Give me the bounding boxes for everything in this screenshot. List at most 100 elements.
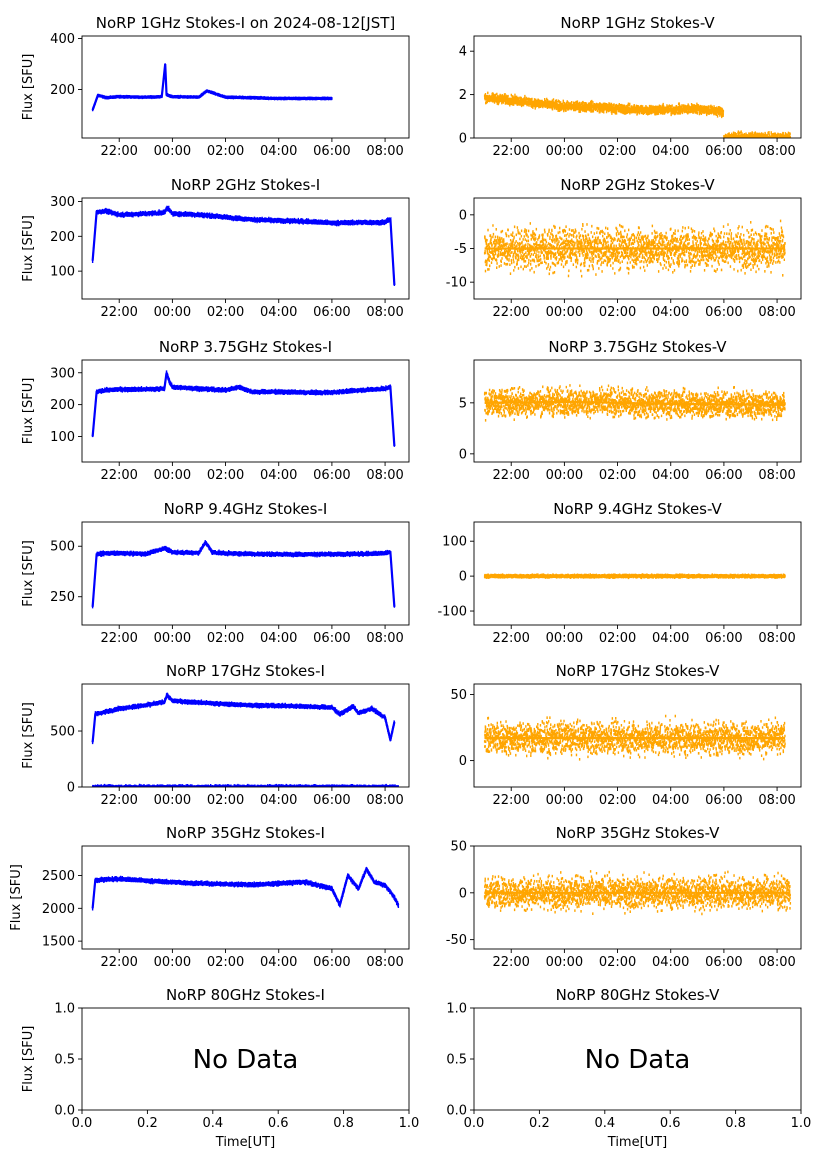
- axes-frame: [81, 359, 410, 463]
- subplot-title: NoRP 3.75GHz Stokes-V: [548, 338, 727, 356]
- y-axis-label: Flux [SFU]: [9, 864, 24, 931]
- y-tick-label: 4: [459, 45, 467, 60]
- y-tick-label: 100: [50, 430, 75, 445]
- y-tick-label: 500: [50, 540, 75, 555]
- subplot-title: NoRP 17GHz Stokes-V: [556, 662, 721, 680]
- subplot-6: 22:00 00:00 02:00 04:00 06:00 08:00 0 5 NoRP 3.7…: [459, 338, 802, 483]
- x-tick-label: 22:00: [492, 955, 529, 970]
- x-tick-label: 22:00: [492, 793, 529, 808]
- x-tick-label: 06:00: [313, 144, 350, 159]
- subplot-title: NoRP 35GHz Stokes-I: [166, 824, 325, 842]
- x-tick-label: 02:00: [599, 955, 636, 970]
- x-tick-label: 04:00: [260, 305, 297, 320]
- subplot-title: NoRP 1GHz Stokes-I on 2024-08-12[JST]: [96, 14, 396, 32]
- subplot-title: NoRP 35GHz Stokes-V: [556, 824, 721, 842]
- subplot-12: 22:00 00:00 02:00 04:00 06:00 08:00 -50 0 50 NoRP…: [446, 824, 802, 970]
- x-tick-label: 02:00: [599, 631, 636, 646]
- x-tick-label: 02:00: [599, 144, 636, 159]
- data-series: [91, 866, 400, 911]
- y-axis-label: Flux [SFU]: [21, 378, 36, 445]
- x-tick-label: 04:00: [260, 955, 297, 970]
- x-tick-label: 02:00: [599, 305, 636, 320]
- x-tick-label: 1.0: [791, 1116, 812, 1131]
- series-line-1: [484, 400, 786, 406]
- x-tick-label: 08:00: [758, 305, 795, 320]
- x-tick-label: 08:00: [758, 631, 795, 646]
- y-tick-label: -100: [437, 605, 467, 620]
- x-tick-label: 00:00: [546, 305, 583, 320]
- x-tick-label: 04:00: [260, 793, 297, 808]
- series-line-1: [91, 540, 396, 607]
- x-tick-label: 06:00: [705, 955, 742, 970]
- series-line-1: [91, 372, 396, 447]
- data-series: [91, 370, 396, 447]
- x-tick-label: 08:00: [758, 468, 795, 483]
- x-tick-label: 04:00: [652, 144, 689, 159]
- axes-frame: [473, 683, 802, 788]
- y-tick-label: -10: [446, 276, 467, 291]
- x-tick-label: 22:00: [100, 468, 137, 483]
- axes-frame: [473, 845, 802, 950]
- data-series: [483, 714, 786, 761]
- subplot-grid: 22:00 00:00 02:00 04:00 06:00 08:00200400NoRP…: [9, 14, 811, 1150]
- y-axis-label: Flux [SFU]: [21, 54, 36, 121]
- x-tick-label: 08:00: [366, 305, 403, 320]
- series-line-1: [91, 63, 332, 111]
- no-data-label: No Data: [193, 1045, 299, 1075]
- data-series: [483, 384, 786, 422]
- series-line-1: [484, 96, 724, 114]
- x-tick-label: 22:00: [100, 955, 137, 970]
- x-tick-label: 04:00: [652, 631, 689, 646]
- x-tick-label: 04:00: [652, 793, 689, 808]
- x-tick-label: 04:00: [652, 468, 689, 483]
- x-tick-label: 02:00: [207, 793, 244, 808]
- y-tick-label: 400: [50, 32, 75, 47]
- y-tick-label: 0.5: [446, 1053, 467, 1068]
- x-tick-label: 04:00: [260, 468, 297, 483]
- y-tick-label: 0: [67, 781, 75, 796]
- x-tick-label: 06:00: [313, 955, 350, 970]
- axes-frame: [473, 359, 802, 463]
- series-line-1: [91, 693, 396, 743]
- data-series: [91, 692, 400, 787]
- y-tick-label: 300: [50, 195, 75, 210]
- y-tick-label: 2500: [42, 869, 75, 884]
- y-tick-label: 300: [50, 366, 75, 381]
- x-tick-label: 02:00: [207, 631, 244, 646]
- y-tick-label: 200: [50, 230, 75, 245]
- x-axis-label: Time[UT]: [215, 1135, 275, 1150]
- x-tick-label: 00:00: [154, 793, 191, 808]
- x-tick-label: 0.8: [333, 1116, 354, 1131]
- series-marks-1: [483, 870, 792, 916]
- subplot-title: NoRP 1GHz Stokes-V: [560, 14, 715, 32]
- subplot-title: NoRP 2GHz Stokes-V: [560, 176, 715, 194]
- y-tick-label: 200: [50, 83, 75, 98]
- x-tick-label: 08:00: [366, 631, 403, 646]
- x-tick-label: 22:00: [100, 144, 137, 159]
- y-tick-label: 1500: [42, 935, 75, 950]
- axes-frame: [473, 35, 802, 139]
- y-tick-label: 100: [442, 535, 467, 550]
- x-tick-label: 04:00: [652, 305, 689, 320]
- y-tick-label: 0: [459, 447, 467, 462]
- x-tick-label: 06:00: [705, 305, 742, 320]
- y-tick-label: 0.0: [54, 1104, 75, 1119]
- axes-frame: [81, 521, 410, 626]
- x-tick-label: 08:00: [758, 955, 795, 970]
- x-tick-label: 0.2: [137, 1116, 158, 1131]
- y-axis-label: Flux [SFU]: [21, 540, 36, 607]
- x-tick-label: 08:00: [366, 955, 403, 970]
- x-tick-label: 0.4: [202, 1116, 223, 1131]
- subplot-title: NoRP 80GHz Stokes-V: [556, 986, 721, 1004]
- x-tick-label: 0.8: [725, 1116, 746, 1131]
- y-tick-label: -50: [446, 933, 467, 948]
- subplot-title: NoRP 3.75GHz Stokes-I: [159, 338, 332, 356]
- x-tick-label: 06:00: [313, 631, 350, 646]
- data-series: [91, 540, 396, 609]
- x-tick-label: 06:00: [705, 793, 742, 808]
- x-tick-label: 00:00: [154, 631, 191, 646]
- y-tick-label: 5: [459, 396, 467, 411]
- x-tick-label: 06:00: [313, 468, 350, 483]
- y-tick-label: 0.5: [54, 1053, 75, 1068]
- subplot-1: 22:00 00:00 02:00 04:00 06:00 08:00 200 400 NoRP…: [21, 14, 410, 159]
